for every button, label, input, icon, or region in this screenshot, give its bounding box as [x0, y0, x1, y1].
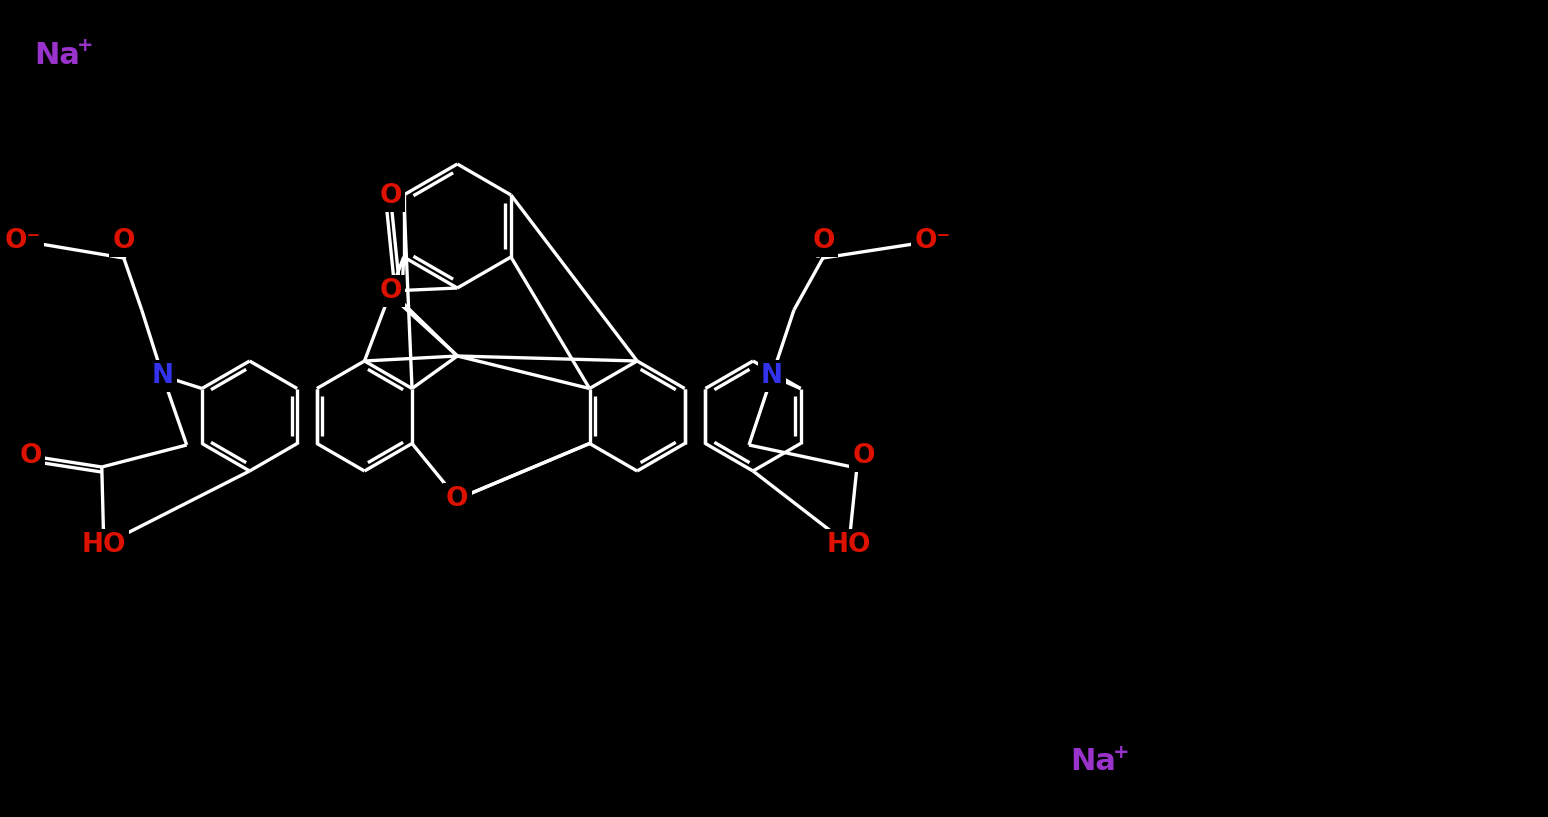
- Text: O⁻: O⁻: [5, 228, 42, 254]
- Text: +: +: [1113, 743, 1130, 761]
- Text: HO: HO: [827, 532, 872, 558]
- Text: O: O: [113, 228, 135, 254]
- Text: N: N: [152, 363, 173, 389]
- Text: Na: Na: [1071, 748, 1116, 776]
- Text: N: N: [762, 363, 783, 389]
- Text: Na: Na: [34, 41, 80, 69]
- Text: O: O: [813, 228, 834, 254]
- Text: O: O: [20, 443, 42, 469]
- Text: N: N: [152, 363, 173, 389]
- Text: O: O: [446, 486, 469, 512]
- Text: O: O: [379, 278, 401, 304]
- Text: O: O: [853, 443, 875, 469]
- Text: O⁻: O⁻: [915, 228, 950, 254]
- Text: N: N: [762, 363, 783, 389]
- Text: O: O: [379, 183, 401, 209]
- Text: HO: HO: [82, 532, 125, 558]
- Text: +: +: [76, 35, 93, 55]
